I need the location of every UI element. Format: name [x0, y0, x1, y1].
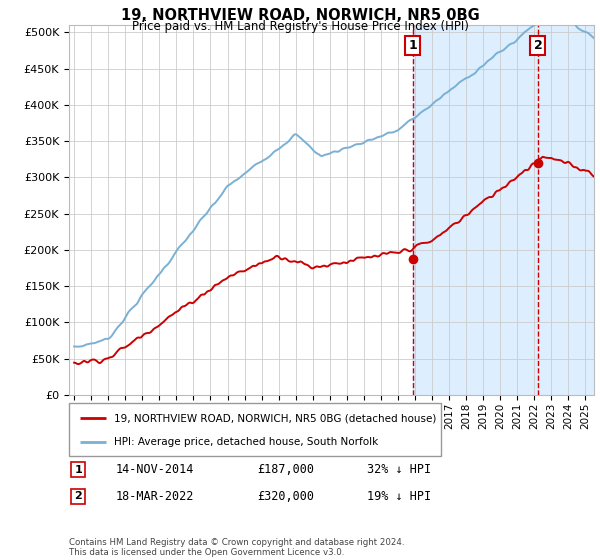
Text: 32% ↓ HPI: 32% ↓ HPI — [367, 463, 431, 476]
Text: 14-NOV-2014: 14-NOV-2014 — [116, 463, 194, 476]
Text: 19, NORTHVIEW ROAD, NORWICH, NR5 0BG: 19, NORTHVIEW ROAD, NORWICH, NR5 0BG — [121, 8, 479, 24]
Text: £320,000: £320,000 — [257, 490, 314, 503]
Text: 1: 1 — [409, 39, 417, 52]
Text: 2: 2 — [74, 491, 82, 501]
Text: 19% ↓ HPI: 19% ↓ HPI — [367, 490, 431, 503]
Text: 1: 1 — [74, 465, 82, 475]
Text: 19, NORTHVIEW ROAD, NORWICH, NR5 0BG (detached house): 19, NORTHVIEW ROAD, NORWICH, NR5 0BG (de… — [113, 413, 436, 423]
Text: HPI: Average price, detached house, South Norfolk: HPI: Average price, detached house, Sout… — [113, 436, 378, 446]
Text: Price paid vs. HM Land Registry's House Price Index (HPI): Price paid vs. HM Land Registry's House … — [131, 20, 469, 32]
FancyBboxPatch shape — [69, 403, 441, 456]
Text: 2: 2 — [533, 39, 542, 52]
Text: 18-MAR-2022: 18-MAR-2022 — [116, 490, 194, 503]
Bar — [413, 25, 600, 395]
Text: £187,000: £187,000 — [257, 463, 314, 476]
Text: Contains HM Land Registry data © Crown copyright and database right 2024.
This d: Contains HM Land Registry data © Crown c… — [69, 538, 404, 557]
